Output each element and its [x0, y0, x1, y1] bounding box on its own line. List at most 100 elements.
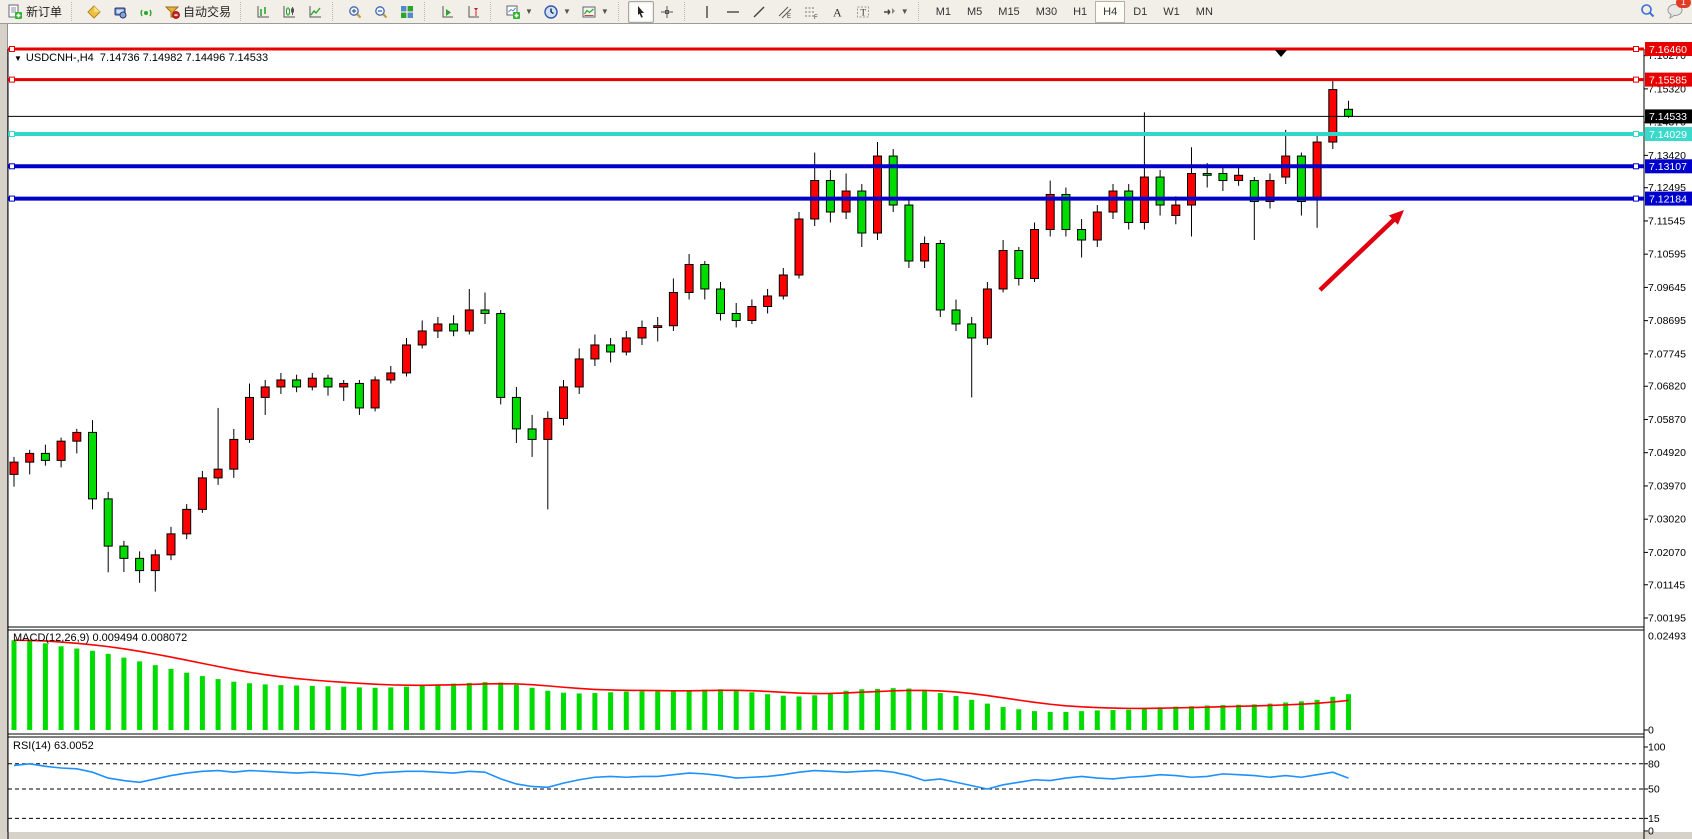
candle [386, 372, 396, 381]
toolbar-right: 1 [1639, 0, 1692, 22]
tile-windows-button[interactable] [394, 1, 420, 23]
macd-histogram-bar [11, 640, 17, 730]
candle [276, 379, 286, 388]
chart-line-button[interactable] [302, 1, 328, 23]
horizontal-line-button[interactable] [720, 1, 746, 23]
toolbar-separator [683, 2, 690, 21]
timeframe-m15[interactable]: M15 [998, 5, 1020, 18]
candle [135, 557, 145, 572]
cursor-button[interactable] [627, 0, 654, 23]
candle [417, 330, 427, 346]
chart-bars-button[interactable] [250, 1, 276, 23]
arrows-button[interactable]: ▼ [876, 1, 914, 23]
channel-icon: E [777, 4, 793, 20]
chart-window[interactable]: 7.162707.153207.143707.134207.124957.115… [0, 24, 1692, 839]
toolbar-separator [240, 2, 246, 21]
timeframe-d1[interactable]: D1 [1133, 5, 1148, 18]
svg-text:F: F [814, 15, 818, 20]
chevron-down-icon[interactable]: ▼ [600, 7, 609, 16]
timeframe-w1[interactable]: W1 [1163, 5, 1180, 18]
zoom-in-button[interactable] [342, 1, 368, 23]
macd-histogram-bar [592, 693, 598, 730]
chart-ohlc-values: 7.14736 7.14982 7.14496 7.14533 [99, 52, 269, 64]
line-handle[interactable] [1633, 163, 1639, 170]
label-icon: T [855, 4, 871, 20]
macd-histogram-bar [215, 679, 221, 730]
search-icon[interactable] [1639, 2, 1656, 22]
chart-dropdown-icon[interactable]: ▼ [14, 54, 22, 63]
price-tick-label: 7.04920 [1648, 447, 1686, 459]
zoom-out-button[interactable] [368, 1, 394, 23]
price-tag-label: 7.14533 [1649, 111, 1687, 123]
price-tick-label: 7.02070 [1648, 547, 1686, 559]
toolbar-group [248, 0, 330, 23]
chevron-down-icon[interactable]: ▼ [562, 7, 571, 16]
candle [794, 218, 804, 276]
chat-icon[interactable]: 1 [1666, 0, 1691, 22]
autotrading-button[interactable]: 自动交易 [159, 1, 236, 23]
line-handle[interactable] [9, 46, 15, 52]
periods-button[interactable]: ▼ [538, 1, 576, 23]
crosshair-button[interactable] [654, 1, 680, 23]
macd-histogram-bar [356, 687, 362, 730]
annotation-arrow-head[interactable] [1388, 210, 1404, 225]
macd-histogram-bar [231, 681, 237, 730]
macd-signal-line [13, 639, 1349, 710]
line-handle[interactable] [9, 76, 15, 83]
line-handle[interactable] [1633, 195, 1639, 202]
chart-shift-marker[interactable] [1275, 50, 1287, 57]
candle [1171, 204, 1181, 217]
auto-scroll-icon [439, 4, 455, 20]
timeframe-h4[interactable]: H4 [1095, 0, 1126, 23]
text-label-button[interactable]: T [850, 1, 876, 23]
line-handle[interactable] [9, 163, 15, 170]
strategy-tester-button[interactable] [107, 1, 133, 23]
chart-symbol-period: USDCNH-,H4 [25, 52, 94, 64]
price-tick-label: 7.12495 [1648, 182, 1686, 194]
candle [1030, 229, 1039, 279]
line-handle[interactable] [1633, 131, 1639, 138]
zoom-in-icon [347, 4, 363, 20]
vertical-line-button[interactable] [694, 1, 720, 23]
annotation-arrow[interactable] [1318, 215, 1399, 292]
timeframe-h1[interactable]: H1 [1073, 5, 1088, 18]
new-chart-button[interactable]: ▼ [500, 1, 538, 23]
trendline-button[interactable] [746, 1, 772, 23]
candle [1344, 108, 1353, 117]
chart-shift-button[interactable] [460, 1, 486, 23]
macd-histogram-bar [27, 641, 33, 730]
autotrading-icon [164, 4, 180, 20]
new-order-button[interactable]: 新订单 [2, 1, 67, 23]
candle [182, 508, 192, 535]
toolbar-separator [917, 2, 924, 21]
line-handle[interactable] [9, 195, 15, 202]
line-handle[interactable] [1633, 46, 1639, 52]
macd-histogram-bar [843, 690, 849, 730]
signals-button[interactable] [133, 1, 159, 23]
templates-button[interactable]: ▼ [576, 1, 614, 23]
price-tick-label: 7.05870 [1648, 414, 1686, 426]
text-button[interactable]: A [824, 1, 850, 23]
candle [1234, 174, 1244, 182]
rsi-axis-label: 15 [1648, 813, 1660, 825]
chevron-down-icon[interactable]: ▼ [900, 7, 909, 16]
macd-histogram-bar [1251, 704, 1257, 730]
line-handle[interactable] [9, 131, 15, 138]
chart-svg[interactable]: 7.162707.153207.143707.134207.124957.115… [0, 24, 1692, 839]
macd-histogram-bar [1346, 694, 1351, 730]
timeframe-m5[interactable]: M5 [967, 5, 983, 18]
toolbar-separator [424, 2, 430, 21]
timeframe-m1[interactable]: M1 [935, 5, 951, 18]
chevron-down-icon[interactable]: ▼ [525, 7, 533, 16]
line-handle[interactable] [1633, 76, 1639, 83]
macd-histogram-bar [58, 646, 64, 730]
timeframe-mn[interactable]: MN [1195, 5, 1213, 18]
auto-scroll-button[interactable] [434, 1, 460, 23]
equidistant-channel-button[interactable]: E [772, 1, 798, 23]
template-icon [581, 4, 597, 20]
fibonacci-button[interactable]: F [798, 1, 824, 23]
metaeditor-button[interactable] [81, 1, 107, 23]
macd-histogram-bar [561, 692, 566, 730]
timeframe-m30[interactable]: M30 [1035, 5, 1058, 18]
chart-candles-button[interactable] [276, 1, 302, 23]
